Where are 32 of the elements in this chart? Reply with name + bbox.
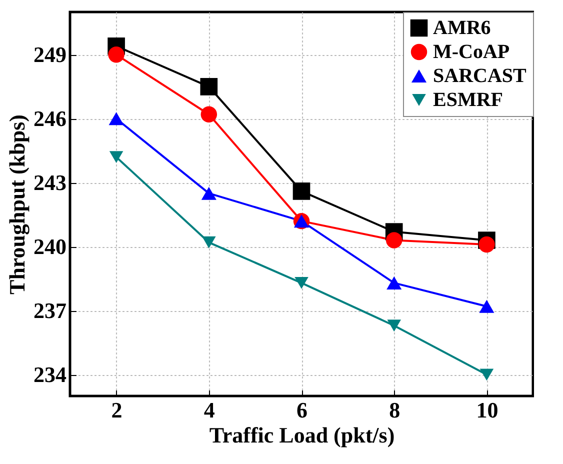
point	[108, 46, 124, 63]
y-tick-label: 243	[34, 170, 66, 196]
x-tick-label: 8	[389, 398, 400, 422]
x-tick-label: 6	[296, 398, 308, 422]
point	[108, 112, 124, 126]
point	[387, 320, 401, 332]
point	[479, 300, 494, 313]
y-tick-label: 249	[34, 42, 66, 68]
y-tick-label: 246	[34, 106, 66, 132]
point	[294, 276, 308, 289]
point	[386, 232, 402, 248]
y-tick-label: 234	[34, 362, 66, 388]
point	[480, 368, 494, 381]
point	[201, 186, 216, 200]
legend-label: ESMRF	[433, 89, 503, 111]
x-tick-label: 10	[476, 398, 498, 422]
y-tick-label: 237	[34, 298, 66, 324]
point	[200, 106, 218, 122]
x-axis-title: Traffic Load (pkt/s)	[209, 422, 395, 448]
legend-label: SARCAST	[433, 65, 528, 87]
y-axis-title: Throughput (kbps)	[4, 114, 30, 294]
point	[292, 182, 310, 200]
point	[478, 236, 495, 253]
legend-label: M-CoAP	[433, 41, 510, 63]
legend-label: AMR6	[433, 17, 491, 39]
x-tick-label: 2	[111, 398, 122, 422]
point	[109, 151, 124, 164]
y-tick-label: 240	[34, 234, 66, 260]
point	[386, 276, 402, 290]
point	[202, 236, 216, 248]
x-tick-label: 4	[204, 398, 215, 422]
point	[200, 78, 218, 96]
